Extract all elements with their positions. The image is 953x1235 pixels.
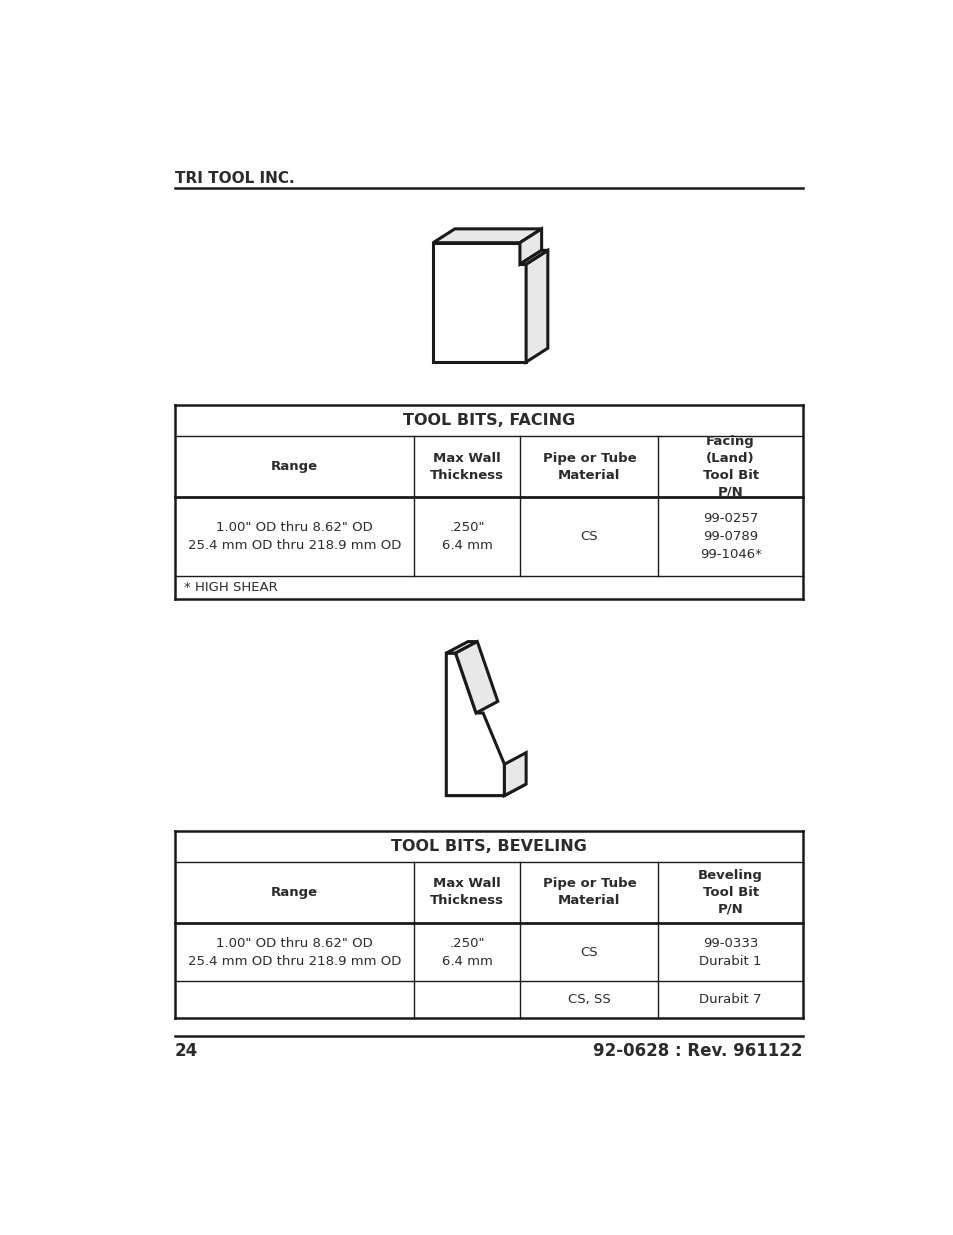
Text: CS, SS: CS, SS xyxy=(567,993,610,1007)
Text: * HIGH SHEAR: * HIGH SHEAR xyxy=(184,580,278,594)
Text: Beveling
Tool Bit
P/N: Beveling Tool Bit P/N xyxy=(698,869,762,916)
Text: CS: CS xyxy=(580,530,598,543)
Polygon shape xyxy=(433,228,541,243)
Text: Facing
(Land)
Tool Bit
P/N: Facing (Land) Tool Bit P/N xyxy=(701,435,758,499)
Polygon shape xyxy=(446,784,525,795)
Text: Max Wall
Thickness: Max Wall Thickness xyxy=(430,452,503,482)
Polygon shape xyxy=(504,752,525,795)
Text: Pipe or Tube
Material: Pipe or Tube Material xyxy=(542,452,636,482)
Text: 24: 24 xyxy=(174,1042,198,1060)
Text: Pipe or Tube
Material: Pipe or Tube Material xyxy=(542,877,636,908)
Bar xyxy=(174,831,802,1019)
Text: .250"
6.4 mm: .250" 6.4 mm xyxy=(441,936,492,967)
Text: .250"
6.4 mm: .250" 6.4 mm xyxy=(441,521,492,552)
Polygon shape xyxy=(446,653,504,795)
Text: TRI TOOL INC.: TRI TOOL INC. xyxy=(174,172,294,186)
Polygon shape xyxy=(456,641,497,713)
Polygon shape xyxy=(525,251,547,362)
Polygon shape xyxy=(519,228,541,264)
Polygon shape xyxy=(446,641,476,653)
Polygon shape xyxy=(519,251,547,264)
Text: 99-0333
Durabit 1: 99-0333 Durabit 1 xyxy=(699,936,761,967)
Text: TOOL BITS, BEVELING: TOOL BITS, BEVELING xyxy=(391,839,586,853)
Text: Max Wall
Thickness: Max Wall Thickness xyxy=(430,877,503,908)
Text: 92-0628 : Rev. 961122: 92-0628 : Rev. 961122 xyxy=(593,1042,802,1060)
Text: 1.00" OD thru 8.62" OD
25.4 mm OD thru 218.9 mm OD: 1.00" OD thru 8.62" OD 25.4 mm OD thru 2… xyxy=(188,521,400,552)
Text: Range: Range xyxy=(271,885,317,899)
Text: Range: Range xyxy=(271,461,317,473)
Text: CS: CS xyxy=(580,946,598,958)
Polygon shape xyxy=(433,243,525,362)
Text: Durabit 7: Durabit 7 xyxy=(699,993,761,1007)
Text: TOOL BITS, FACING: TOOL BITS, FACING xyxy=(402,412,575,427)
Bar xyxy=(174,405,802,599)
Text: 99-0257
99-0789
99-1046*: 99-0257 99-0789 99-1046* xyxy=(699,513,760,561)
Text: 1.00" OD thru 8.62" OD
25.4 mm OD thru 218.9 mm OD: 1.00" OD thru 8.62" OD 25.4 mm OD thru 2… xyxy=(188,936,400,967)
